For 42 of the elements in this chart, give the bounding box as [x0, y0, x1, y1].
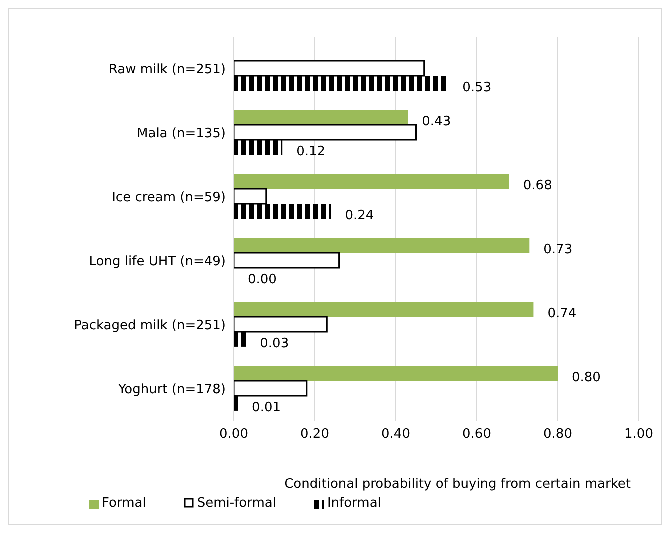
- x-tick-label: 0.40: [382, 427, 410, 442]
- data-label: 0.03: [260, 336, 290, 352]
- bar: [234, 316, 328, 333]
- data-label: 0.80: [572, 370, 601, 386]
- legend-label: Semi-formal: [196, 496, 276, 511]
- bar: [234, 366, 558, 381]
- data-label: 0.01: [252, 400, 282, 416]
- y-tick-label: Yoghurt (n=178): [117, 382, 226, 398]
- x-tick-label: 0.20: [300, 427, 330, 442]
- bar: [234, 332, 246, 347]
- bar: [234, 188, 268, 205]
- data-label: 0.73: [544, 242, 573, 258]
- y-tick-label: Raw milk (n=251): [108, 62, 226, 78]
- x-axis-title: Conditional probability of buying from certain market: [284, 477, 631, 492]
- y-tick-label: Packaged milk (n=251): [74, 318, 226, 334]
- data-label: 0.24: [345, 208, 374, 224]
- bar: [234, 174, 510, 189]
- bar: [234, 238, 530, 253]
- data-label: 0.43: [422, 114, 452, 130]
- x-tick-label: 0.00: [220, 427, 248, 442]
- x-tick-label: 1.00: [624, 427, 654, 442]
- data-label: 0.53: [462, 80, 492, 96]
- bar: [234, 60, 426, 77]
- x-tick-label: 0.60: [462, 427, 492, 442]
- bar: [234, 140, 283, 155]
- bar: [234, 380, 308, 397]
- y-tick-label: Mala (n=135): [137, 126, 226, 142]
- bar: [234, 396, 238, 411]
- bar: [234, 110, 408, 125]
- y-tick-label: Long life UHT (n=49): [89, 254, 226, 270]
- legend-label: Informal: [326, 496, 382, 511]
- data-label: 0.74: [548, 306, 577, 322]
- x-tick-label: 0.80: [544, 427, 572, 442]
- bar: [234, 204, 332, 219]
- bar: [234, 252, 340, 269]
- data-label: 0.68: [523, 178, 552, 194]
- data-label: 0.00: [248, 272, 277, 288]
- bar: [234, 302, 534, 317]
- legend-label: Formal: [101, 496, 146, 511]
- bar: [234, 124, 417, 141]
- y-tick-label: Ice cream (n=59): [112, 190, 226, 206]
- data-label: 0.12: [296, 144, 326, 160]
